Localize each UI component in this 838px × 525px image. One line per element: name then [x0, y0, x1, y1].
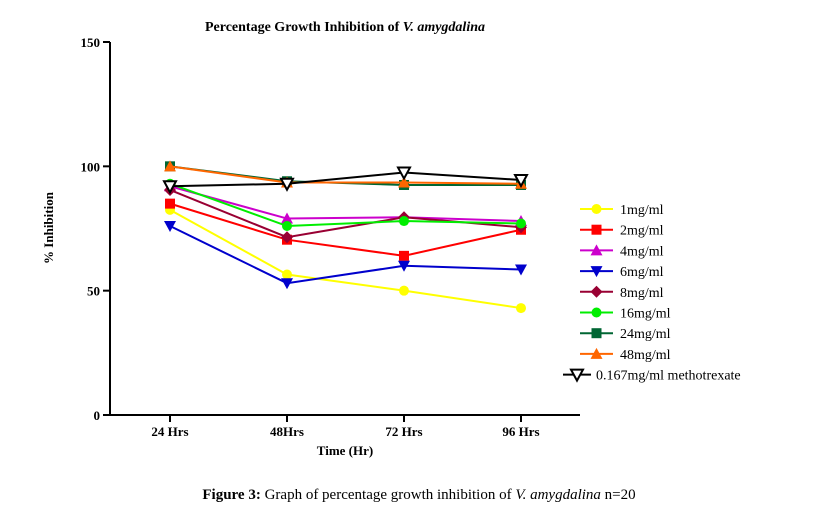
data-point [516, 303, 526, 314]
series-layer [162, 160, 529, 314]
legend-label: 6mg/ml [620, 265, 664, 280]
y-tick-label: 50 [87, 284, 100, 299]
series-5 [165, 178, 526, 232]
series-line [169, 208, 522, 310]
x-tick-label: 48Hrs [270, 424, 304, 439]
series-line [169, 185, 522, 223]
data-point [279, 177, 295, 192]
chart-title: Percentage Growth Inhibition of V. amygd… [205, 20, 485, 35]
legend-marker [590, 266, 603, 278]
legend: 1mg/ml 2mg/ml 4mg/ml 6mg/ml 8mg/ml 16mg/ml 24m… [563, 203, 741, 384]
data-point [513, 174, 529, 189]
series-line [169, 171, 522, 188]
y-tick-label: 0 [94, 408, 101, 423]
x-tick-label: 72 Hrs [385, 424, 422, 439]
y-tick-label: 100 [81, 159, 101, 174]
data-point [162, 180, 178, 195]
data-point [282, 269, 292, 280]
data-point [165, 198, 175, 209]
series-line [169, 225, 522, 285]
legend-label: 1mg/ml [620, 203, 664, 218]
legend-marker [590, 244, 603, 256]
legend-marker [591, 328, 602, 339]
caption-species: V. amygdalina [515, 487, 601, 503]
legend-item: 4mg/ml [580, 244, 664, 259]
x-tick-label: 96 Hrs [502, 424, 539, 439]
series-line [169, 189, 522, 239]
legend-item: 24mg/ml [580, 327, 671, 342]
legend-marker [591, 307, 602, 318]
data-point [281, 231, 293, 244]
data-point [516, 218, 526, 229]
figure-caption: Figure 3: Graph of percentage growth inh… [0, 487, 838, 504]
data-point [399, 216, 409, 227]
data-point [398, 176, 410, 188]
caption-text: Graph of percentage growth inhibition of [260, 487, 516, 503]
data-point [281, 278, 293, 290]
legend-item: 6mg/ml [580, 265, 664, 280]
series-line [169, 202, 522, 257]
data-point [515, 264, 527, 276]
series-0 [165, 204, 526, 314]
data-point [399, 250, 409, 261]
x-ticks: 24 Hrs 48Hrs 72 Hrs 96 Hrs [151, 415, 540, 439]
caption-label: Figure 3: [202, 487, 261, 503]
series-line [169, 165, 522, 185]
legend-label: 8mg/ml [620, 286, 664, 301]
x-axis-label: Time (Hr) [317, 443, 373, 458]
legend-item: 48mg/ml [580, 347, 671, 363]
data-point [281, 212, 293, 224]
data-point [399, 285, 409, 296]
legend-label: 24mg/ml [620, 327, 671, 342]
legend-item: 16mg/ml [580, 307, 671, 322]
legend-item: 0.167mg/ml methotrexate [563, 368, 741, 384]
x-tick-label: 24 Hrs [151, 424, 188, 439]
series-8 [162, 166, 529, 195]
data-point [164, 160, 176, 172]
data-point [398, 260, 410, 272]
legend-label: 16mg/ml [620, 307, 671, 322]
legend-label: 0.167mg/ml methotrexate [596, 369, 741, 384]
y-axis-label: % Inhibition [41, 191, 56, 264]
data-point [282, 221, 292, 232]
caption-n: n=20 [600, 487, 636, 503]
legend-item: 2mg/ml [580, 224, 664, 239]
legend-marker [591, 204, 602, 214]
legend-marker [590, 347, 603, 359]
series-1 [165, 198, 526, 261]
data-point [396, 166, 412, 181]
y-ticks: 0 50 100 150 [81, 35, 110, 423]
legend-marker [569, 368, 585, 383]
legend-marker [591, 224, 602, 235]
series-line [169, 182, 522, 228]
series-4 [164, 183, 527, 244]
legend-item: 1mg/ml [580, 203, 664, 218]
series-3 [164, 221, 527, 290]
data-point [164, 221, 176, 233]
legend-label: 4mg/ml [620, 244, 664, 259]
legend-marker [590, 285, 603, 298]
legend-item: 8mg/ml [580, 285, 664, 301]
legend-label: 48mg/ml [620, 348, 671, 363]
y-tick-label: 150 [81, 35, 101, 50]
legend-label: 2mg/ml [620, 224, 664, 239]
